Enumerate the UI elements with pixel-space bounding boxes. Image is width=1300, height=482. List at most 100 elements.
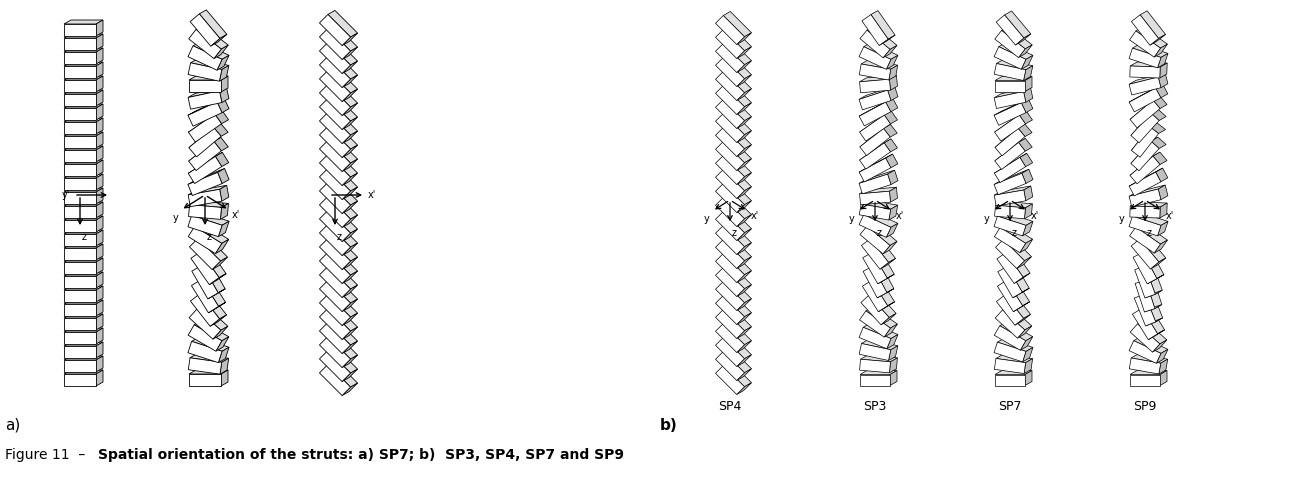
Polygon shape [1135, 280, 1154, 312]
Polygon shape [887, 55, 898, 69]
Polygon shape [997, 253, 1023, 283]
Polygon shape [96, 258, 103, 274]
Text: Spatial orientation of the struts: a) SP7; b)  SP3, SP4, SP7 and SP9: Spatial orientation of the struts: a) SP… [98, 448, 624, 462]
Polygon shape [342, 341, 358, 354]
Polygon shape [723, 250, 751, 275]
Polygon shape [1154, 44, 1167, 57]
Polygon shape [328, 164, 358, 191]
Polygon shape [320, 154, 351, 186]
Text: y: y [1118, 214, 1124, 224]
Polygon shape [320, 267, 351, 297]
Polygon shape [1002, 306, 1032, 330]
Polygon shape [1150, 137, 1166, 148]
Polygon shape [715, 29, 745, 58]
Polygon shape [328, 80, 358, 107]
Polygon shape [998, 43, 1034, 59]
Polygon shape [64, 24, 96, 36]
Polygon shape [188, 80, 221, 92]
Polygon shape [1130, 62, 1167, 67]
Polygon shape [1023, 348, 1034, 362]
Polygon shape [216, 337, 229, 351]
Polygon shape [1130, 172, 1161, 196]
Polygon shape [723, 54, 751, 79]
Text: a): a) [5, 418, 21, 433]
Polygon shape [328, 122, 358, 149]
Polygon shape [723, 193, 751, 219]
Polygon shape [723, 137, 751, 163]
Polygon shape [723, 12, 751, 37]
Polygon shape [188, 227, 222, 254]
Polygon shape [64, 244, 103, 248]
Polygon shape [1144, 290, 1162, 322]
Polygon shape [211, 315, 226, 326]
Polygon shape [342, 369, 358, 382]
Polygon shape [320, 56, 351, 88]
Polygon shape [884, 324, 897, 337]
Polygon shape [188, 205, 221, 219]
Polygon shape [96, 356, 103, 372]
Polygon shape [859, 139, 891, 160]
Polygon shape [994, 92, 1026, 108]
Polygon shape [996, 240, 1024, 268]
Polygon shape [320, 225, 351, 255]
Polygon shape [1004, 236, 1031, 261]
Polygon shape [715, 15, 745, 44]
Polygon shape [1128, 216, 1161, 236]
Polygon shape [195, 222, 229, 243]
Polygon shape [64, 374, 96, 386]
Polygon shape [188, 91, 222, 109]
Polygon shape [1024, 204, 1032, 219]
Polygon shape [64, 370, 103, 374]
Polygon shape [96, 272, 103, 288]
Polygon shape [96, 300, 103, 316]
Polygon shape [883, 241, 897, 254]
Text: SP3: SP3 [863, 400, 887, 413]
Polygon shape [64, 188, 103, 192]
Polygon shape [859, 115, 891, 141]
Polygon shape [320, 253, 351, 283]
Polygon shape [328, 108, 358, 135]
Polygon shape [994, 190, 1026, 206]
Polygon shape [994, 342, 1026, 362]
Polygon shape [64, 66, 96, 78]
Text: y: y [849, 214, 854, 224]
Polygon shape [737, 61, 751, 72]
Polygon shape [64, 286, 103, 290]
Text: x': x' [1166, 211, 1174, 221]
Polygon shape [737, 355, 751, 366]
Polygon shape [737, 187, 751, 199]
Polygon shape [190, 14, 220, 46]
Polygon shape [859, 143, 891, 169]
Polygon shape [320, 336, 351, 368]
Polygon shape [1013, 288, 1030, 298]
Polygon shape [1128, 48, 1161, 68]
Polygon shape [1130, 358, 1161, 374]
Text: b): b) [660, 418, 677, 433]
Polygon shape [1022, 99, 1034, 113]
Polygon shape [320, 197, 351, 228]
Polygon shape [198, 234, 228, 261]
Polygon shape [320, 112, 351, 144]
Polygon shape [96, 118, 103, 134]
Polygon shape [1022, 169, 1034, 184]
Polygon shape [1130, 168, 1162, 186]
Polygon shape [883, 45, 897, 58]
Polygon shape [342, 187, 358, 200]
Polygon shape [200, 290, 226, 319]
Polygon shape [1130, 185, 1165, 196]
Polygon shape [342, 355, 358, 368]
Polygon shape [218, 347, 229, 362]
Polygon shape [859, 214, 891, 237]
Polygon shape [1150, 109, 1166, 120]
Polygon shape [208, 289, 225, 299]
Polygon shape [328, 11, 358, 37]
Polygon shape [888, 86, 898, 101]
Polygon shape [1018, 326, 1032, 338]
Polygon shape [188, 157, 222, 184]
Polygon shape [188, 185, 226, 195]
Polygon shape [861, 30, 890, 58]
Polygon shape [715, 142, 745, 171]
Polygon shape [737, 201, 751, 213]
Polygon shape [1154, 240, 1167, 253]
Polygon shape [64, 360, 96, 372]
